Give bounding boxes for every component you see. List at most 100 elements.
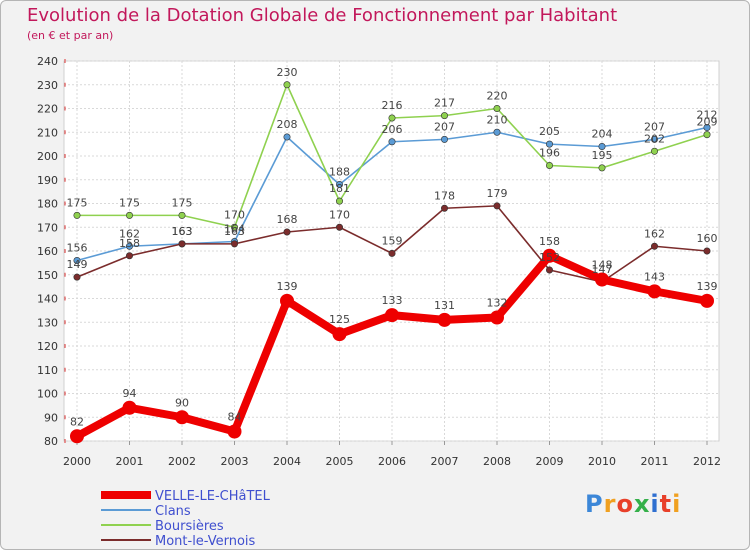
data-point-velle-le-ch-tel	[175, 410, 189, 425]
series-mont-le-vernois	[73, 202, 711, 286]
data-label-clans: 205	[539, 125, 560, 138]
data-point-velle-le-ch-tel	[332, 327, 347, 342]
data-label-velle-le-ch-tel: 148	[592, 259, 613, 272]
data-label-boursi-res: 217	[434, 97, 455, 110]
logo-letter: P	[585, 490, 604, 518]
data-point-velle-le-ch-tel	[490, 310, 504, 325]
series-boursi-res	[73, 81, 711, 231]
data-label-mont-le-vernois: 160	[697, 232, 718, 245]
y-tick-label: 150	[37, 269, 58, 282]
data-label-clans: 207	[644, 120, 665, 133]
data-point-mont-le-vernois	[493, 202, 501, 210]
y-tick-label: 180	[37, 198, 58, 211]
data-point-clans	[388, 138, 396, 146]
data-point-boursi-res	[650, 147, 658, 155]
data-point-clans	[335, 181, 343, 189]
data-point-mont-le-vernois	[126, 252, 134, 260]
data-label-mont-le-vernois: 162	[644, 227, 665, 240]
x-tick-label: 2002	[168, 455, 196, 468]
data-label-clans: 188	[329, 166, 350, 179]
data-label-velle-le-ch-tel: 139	[277, 280, 298, 293]
data-label-boursi-res: 216	[382, 99, 403, 112]
y-tick-label: 220	[37, 103, 58, 116]
data-point-mont-le-vernois	[650, 242, 658, 250]
data-label-boursi-res: 209	[697, 116, 718, 129]
data-label-boursi-res: 170	[224, 208, 245, 221]
data-label-clans: 156	[67, 242, 88, 255]
data-label-clans: 212	[697, 109, 718, 122]
data-label-boursi-res: 230	[277, 66, 298, 79]
data-point-clans	[598, 143, 606, 151]
data-label-velle-le-ch-tel: 132	[487, 297, 508, 310]
data-point-boursi-res	[178, 211, 186, 219]
data-point-clans	[545, 140, 553, 148]
data-label-mont-le-vernois: 163	[224, 225, 245, 238]
data-point-mont-le-vernois	[283, 228, 291, 236]
data-point-boursi-res	[126, 211, 134, 219]
data-point-boursi-res	[335, 197, 343, 205]
x-tick-label: 2005	[326, 455, 354, 468]
legend-label-mont-le-vernois: Mont-le-Vernois	[155, 534, 256, 549]
x-tick-label: 2009	[536, 455, 564, 468]
y-tick-label: 90	[44, 411, 58, 424]
data-label-clans: 162	[119, 227, 140, 240]
y-tick-label: 160	[37, 245, 58, 258]
x-tick-label: 2000	[63, 455, 91, 468]
logo-letter: i	[672, 490, 682, 518]
data-label-mont-le-vernois: 178	[434, 189, 455, 202]
data-label-boursi-res: 202	[644, 132, 665, 145]
data-point-mont-le-vernois	[178, 240, 186, 248]
data-label-mont-le-vernois: 179	[487, 187, 508, 200]
y-tick-label: 230	[37, 79, 58, 92]
data-point-boursi-res	[231, 223, 239, 231]
data-label-velle-le-ch-tel: 84	[228, 411, 242, 424]
y-tick-label: 240	[37, 55, 58, 68]
data-label-velle-le-ch-tel: 82	[70, 415, 84, 428]
data-label-clans: 206	[382, 123, 403, 136]
data-label-clans: 208	[277, 118, 298, 131]
legend-label-boursi-res: Boursières	[155, 519, 224, 534]
x-tick-label: 2012	[693, 455, 721, 468]
data-point-velle-le-ch-tel	[542, 248, 557, 263]
data-label-clans: 204	[592, 128, 613, 141]
x-tick-label: 2011	[641, 455, 669, 468]
data-label-mont-le-vernois: 159	[382, 234, 403, 247]
data-point-boursi-res	[703, 131, 711, 139]
y-tick-label: 190	[37, 174, 58, 187]
data-point-boursi-res	[440, 112, 448, 120]
data-point-velle-le-ch-tel	[647, 284, 662, 299]
data-label-velle-le-ch-tel: 139	[697, 280, 718, 293]
y-tick-label: 170	[37, 221, 58, 234]
data-label-boursi-res: 175	[119, 196, 140, 209]
x-tick-label: 2004	[273, 455, 301, 468]
x-tick-label: 2010	[588, 455, 616, 468]
chart-title: Evolution de la Dotation Globale de Fonc…	[27, 5, 618, 26]
y-tick-label: 130	[37, 316, 58, 329]
data-point-clans	[283, 133, 291, 141]
data-label-boursi-res: 195	[592, 149, 613, 162]
data-point-velle-le-ch-tel	[437, 312, 452, 327]
data-point-velle-le-ch-tel	[122, 400, 137, 415]
y-tick-label: 200	[37, 150, 58, 163]
y-tick-label: 110	[37, 364, 58, 377]
data-point-boursi-res	[598, 164, 606, 172]
y-tick-label: 120	[37, 340, 58, 353]
x-tick-label: 2003	[221, 455, 249, 468]
chart-subtitle: (en € et par an)	[27, 29, 114, 42]
data-point-boursi-res	[545, 162, 553, 170]
y-tick-label: 80	[44, 435, 58, 448]
data-label-mont-le-vernois: 163	[172, 225, 193, 238]
data-point-velle-le-ch-tel	[595, 272, 609, 287]
y-tick-label: 210	[37, 126, 58, 139]
data-label-velle-le-ch-tel: 143	[644, 270, 665, 283]
data-label-mont-le-vernois: 158	[119, 237, 140, 250]
data-point-clans	[440, 135, 448, 143]
data-label-clans: 210	[487, 113, 508, 126]
data-point-clans	[73, 256, 81, 264]
series-velle-le-ch-tel	[70, 248, 714, 444]
logo-letter: i	[650, 490, 660, 518]
data-point-mont-le-vernois	[73, 273, 81, 281]
data-point-velle-le-ch-tel	[227, 424, 242, 439]
